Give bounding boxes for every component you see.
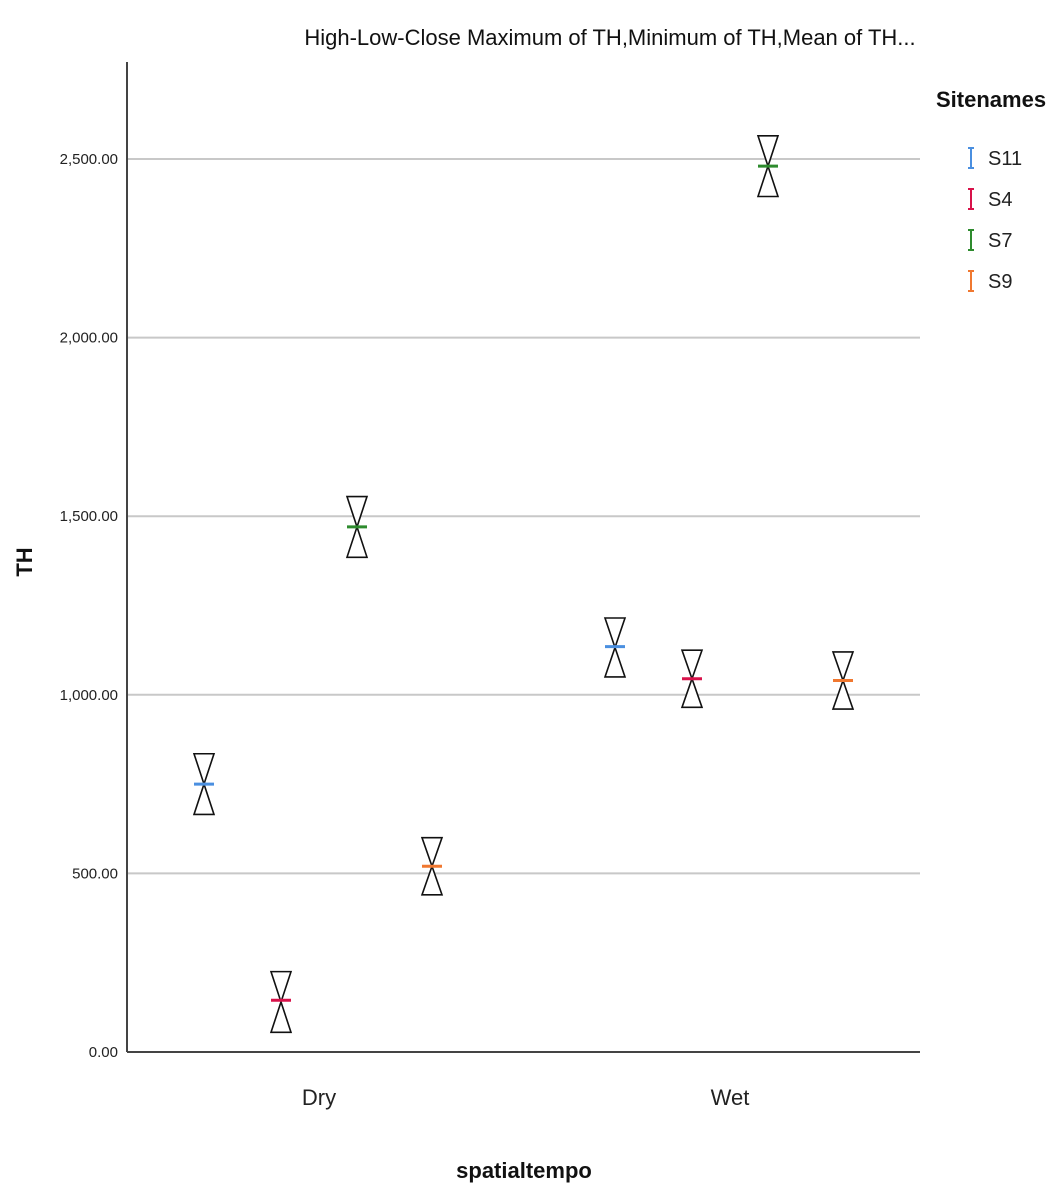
legend-label: S4	[988, 189, 1012, 211]
hlc-marker	[345, 495, 369, 559]
y-tick-label: 1,500.00	[60, 508, 118, 525]
legend-label: S7	[988, 230, 1012, 252]
legend: Sitenames S11 S4 S7 S9	[936, 87, 1046, 293]
data-marks	[192, 134, 855, 1034]
legend-label: S11	[988, 148, 1022, 170]
x-tick-labels: Dry Wet	[302, 1085, 749, 1110]
hlc-marker	[269, 970, 293, 1034]
y-tick-label: 500.00	[72, 865, 118, 882]
hlc-marker	[192, 752, 216, 816]
x-tick-label: Wet	[711, 1085, 750, 1110]
hlc-marker	[831, 651, 855, 710]
hlc-marker	[420, 836, 444, 896]
chart-title: High-Low-Close Maximum of TH,Minimum of …	[304, 25, 915, 50]
y-tick-label: 2,500.00	[60, 151, 118, 168]
y-tick-label: 1,000.00	[60, 687, 118, 704]
legend-item: S11	[968, 147, 1022, 170]
x-axis-title: spatialtempo	[456, 1158, 592, 1183]
y-tick-label: 2,000.00	[60, 330, 118, 347]
y-tick-label: 0.00	[89, 1044, 118, 1061]
hlc-range-glyph	[269, 970, 293, 1034]
legend-item: S9	[968, 270, 1012, 293]
legend-label: S9	[988, 271, 1012, 293]
hlc-marker	[756, 134, 780, 198]
x-tick-label: Dry	[302, 1085, 336, 1110]
legend-item: S4	[968, 188, 1012, 211]
y-axis-title: TH	[12, 547, 37, 576]
hlc-marker	[680, 649, 704, 709]
hlc-marker	[603, 617, 627, 678]
gridlines	[127, 158, 920, 875]
y-tick-labels: 0.00 500.00 1,000.00 1,500.00 2,000.00 2,500.…	[60, 151, 118, 1061]
legend-item: S7	[968, 229, 1012, 252]
axes	[126, 62, 920, 1053]
legend-title: Sitenames	[936, 87, 1046, 112]
